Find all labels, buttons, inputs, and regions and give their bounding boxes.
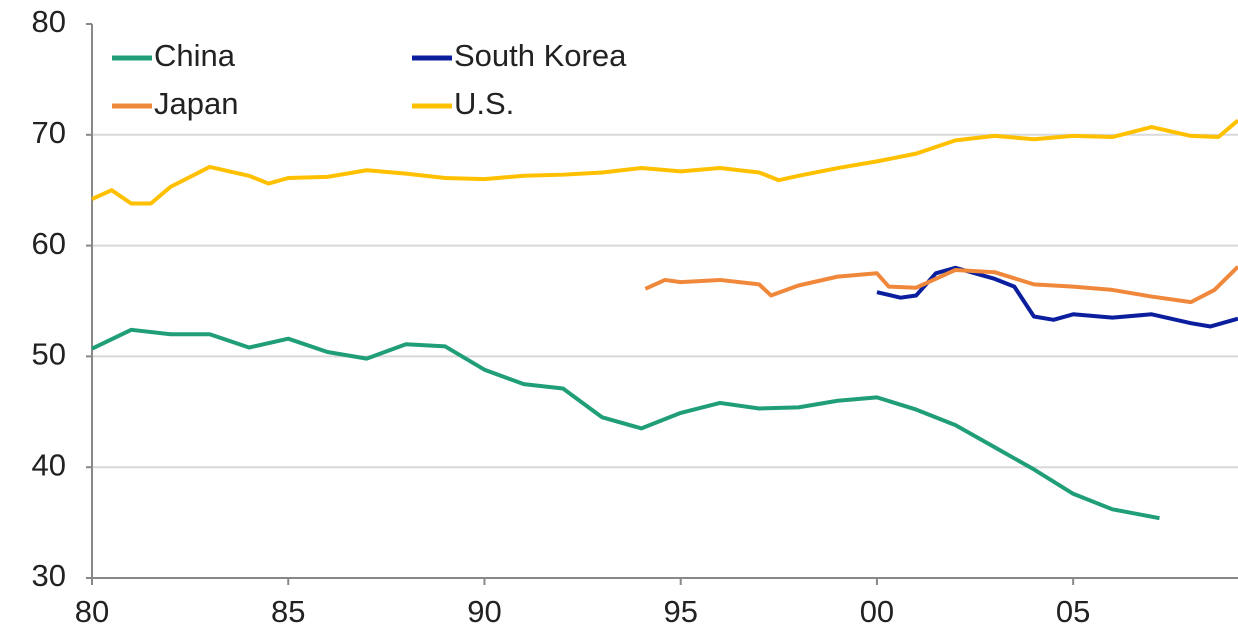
y-tick-label: 70 [32, 115, 66, 150]
legend-label: South Korea [454, 38, 627, 73]
y-tick-label: 80 [32, 4, 66, 39]
y-tick-label: 40 [32, 447, 66, 482]
x-tick-label: 00 [860, 594, 894, 629]
legend-label: China [154, 38, 236, 73]
series-line [644, 265, 1238, 305]
series-line [91, 118, 1238, 206]
series-line [91, 327, 1160, 521]
x-tick-label: 95 [663, 594, 697, 629]
y-tick-label: 50 [32, 337, 66, 372]
y-tick-label: 30 [32, 558, 66, 593]
legend-label: Japan [154, 86, 238, 121]
x-tick-label: 85 [271, 594, 305, 629]
series-line [876, 265, 1238, 329]
legend-label: U.S. [454, 86, 514, 121]
x-tick-label: 80 [75, 594, 109, 629]
x-tick-label: 90 [467, 594, 501, 629]
x-tick-label: 05 [1056, 594, 1090, 629]
y-tick-label: 60 [32, 226, 66, 261]
